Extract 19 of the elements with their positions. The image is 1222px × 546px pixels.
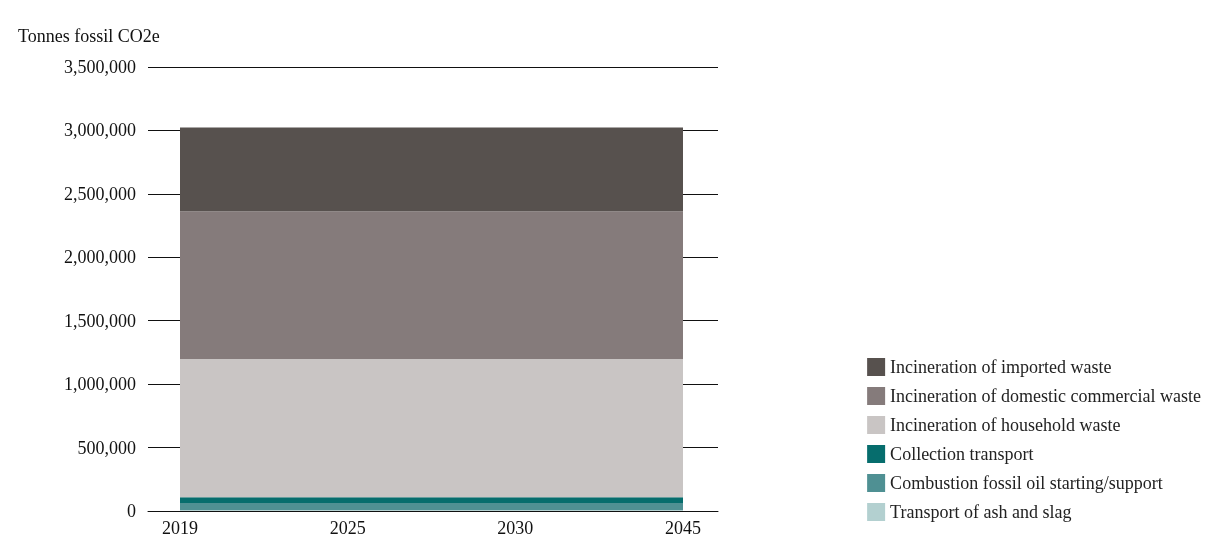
y-tick-label: 3,000,000 <box>64 120 136 141</box>
x-tick-label: 2019 <box>162 518 198 538</box>
y-axis-title: Tonnes fossil CO2e <box>18 26 160 46</box>
legend-label: Incineration of household waste <box>890 415 1121 435</box>
legend-label: Combustion fossil oil starting/support <box>890 473 1163 493</box>
x-tick-label: 2030 <box>497 518 534 538</box>
legend-label: Transport of ash and slag <box>890 502 1072 522</box>
y-tick-label: 2,000,000 <box>64 247 136 268</box>
legend-label: Incineration of imported waste <box>890 357 1112 377</box>
y-tick-label: 0 <box>127 501 136 521</box>
legend-label: Incineration of domestic commercial waste <box>890 386 1202 406</box>
x-tick-label: 2025 <box>329 518 366 538</box>
y-tick-label: 3,500,000 <box>64 57 136 77</box>
y-tick-label: 1,000,000 <box>64 374 136 395</box>
x-tick-label: 2045 <box>665 518 701 538</box>
y-tick-label: 2,500,000 <box>64 183 136 204</box>
legend-label: Collection transport <box>890 444 1034 464</box>
y-tick-label: 500,000 <box>77 437 136 458</box>
y-tick-label: 1,500,000 <box>64 310 136 331</box>
